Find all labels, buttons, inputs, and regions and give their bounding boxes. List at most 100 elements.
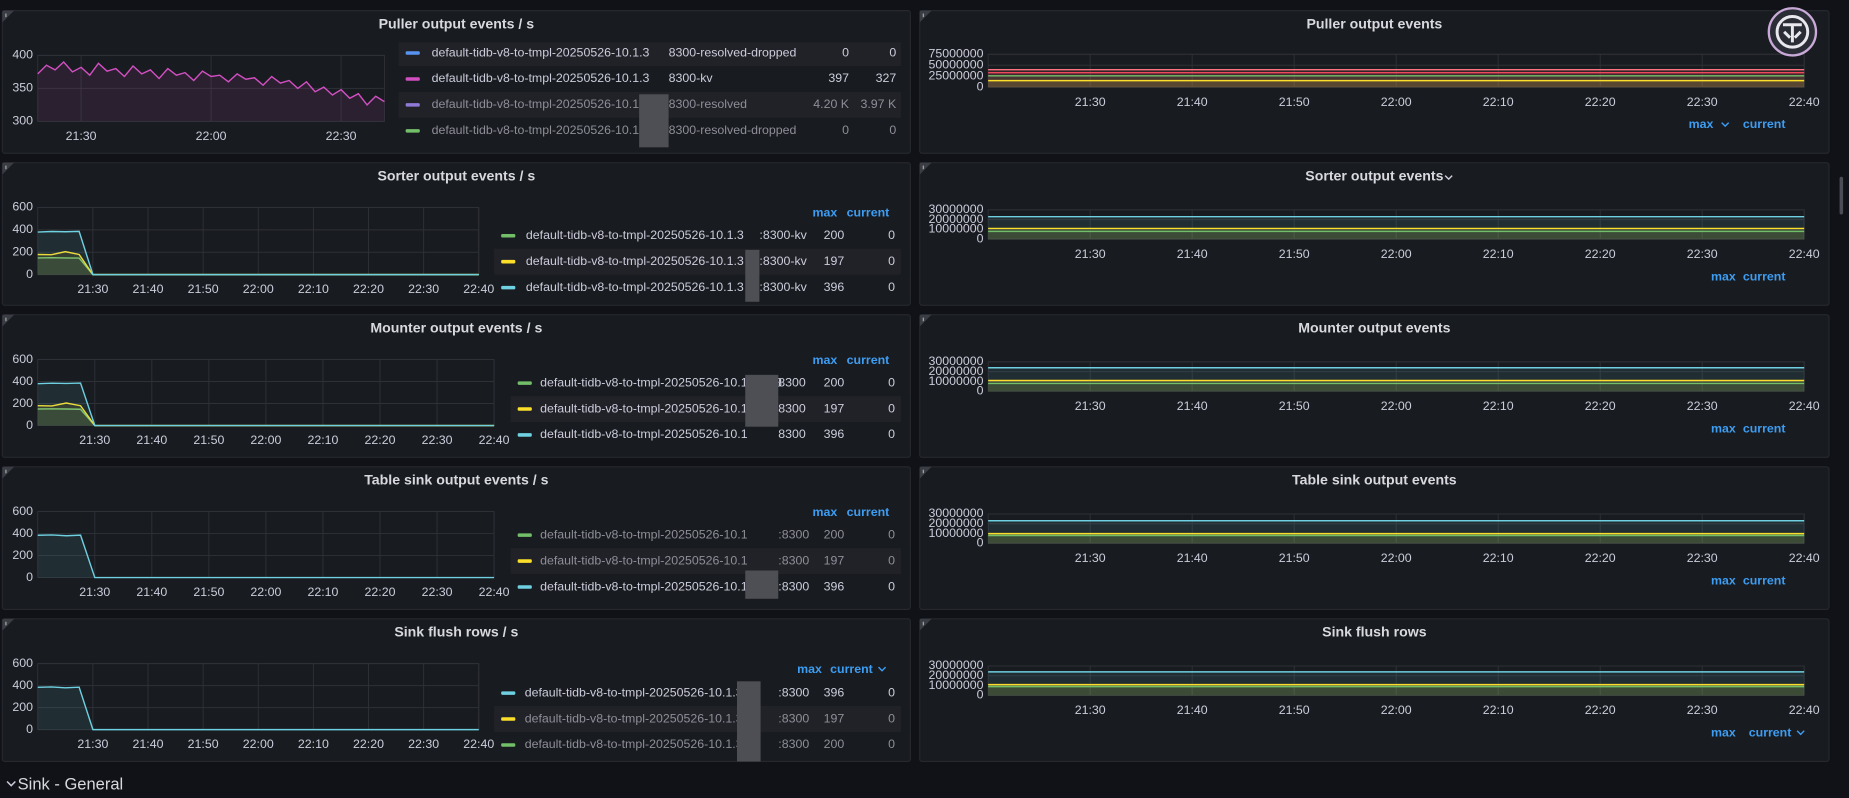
legend-swatch[interactable]	[405, 129, 420, 133]
legend-current: 0	[889, 123, 896, 137]
x-tick-label: 21:50	[1279, 247, 1310, 261]
x-tick-label: 22:30	[1687, 247, 1718, 261]
legend-header-current[interactable]: current	[1743, 269, 1786, 283]
legend-name[interactable]: default-tidb-v8-to-tmpl-20250526-10.1.3	[432, 97, 650, 111]
legend-suffix: :8300	[778, 685, 809, 699]
panel-title[interactable]: Sorter output events / s	[377, 168, 535, 184]
legend-swatch[interactable]	[501, 717, 516, 721]
panel-title[interactable]: Sorter output events	[1305, 168, 1443, 184]
legend-header-max[interactable]: max	[1689, 117, 1714, 131]
legend-suffix: 8300	[778, 375, 806, 389]
chevron[interactable]	[1796, 730, 1805, 736]
legend-header-current[interactable]: current	[1743, 421, 1786, 435]
x-tick-label: 22:10	[1483, 703, 1514, 717]
legend-swatch[interactable]	[517, 559, 532, 563]
panel: Puller output events 75000000500000002500…	[919, 10, 1830, 154]
info-icon[interactable]	[2, 466, 15, 479]
y-tick-label: 50000000	[928, 57, 983, 71]
series-area	[988, 80, 1805, 88]
series-line	[37, 230, 479, 276]
x-tick-label: 21:40	[136, 585, 167, 599]
legend-swatch[interactable]	[405, 77, 420, 81]
x-tick-label: 21:40	[1177, 399, 1208, 413]
legend-header-max[interactable]: max	[797, 662, 822, 676]
panel-title[interactable]: Sink flush rows / s	[394, 624, 518, 640]
legend-suffix: :8300	[778, 553, 809, 567]
legend-swatch[interactable]	[405, 103, 420, 107]
legend-swatch[interactable]	[517, 533, 532, 537]
legend-swatch[interactable]	[501, 259, 516, 264]
y-tick-label: 600	[12, 200, 33, 214]
legend-header-max[interactable]: max	[1711, 573, 1736, 587]
section-chevron[interactable]	[6, 780, 16, 787]
legend-header-current[interactable]: current	[1749, 725, 1792, 739]
legend-name[interactable]: default-tidb-v8-to-tmpl-20250526-10.1.23…	[540, 375, 782, 389]
panel-title[interactable]: Table sink output events	[1292, 472, 1457, 488]
legend-name[interactable]: default-tidb-v8-to-tmpl-20250526-10.1	[540, 401, 748, 415]
chevron[interactable]	[1444, 175, 1453, 181]
panel-title[interactable]: Mounter output events / s	[370, 320, 542, 336]
legend-header-current[interactable]: current	[847, 353, 890, 367]
section-title[interactable]: Sink - General	[18, 775, 123, 793]
x-tick-label: 21:50	[193, 585, 224, 599]
legend-swatch[interactable]	[517, 433, 532, 437]
legend-name[interactable]: default-tidb-v8-to-tmpl-20250526-10.1.3	[432, 71, 650, 85]
legend-swatch[interactable]	[501, 743, 516, 747]
series-area	[988, 69, 1805, 88]
legend-name[interactable]: default-tidb-v8-to-tmpl-20250526-10.1	[540, 553, 748, 567]
panel-title[interactable]: Puller output events	[1306, 15, 1442, 31]
redaction	[745, 249, 760, 302]
legend-name[interactable]: default-tidb-v8-to-tmpl-20250526-10.1.3	[525, 685, 743, 699]
legend-swatch[interactable]	[405, 51, 420, 55]
legend-swatch[interactable]	[501, 691, 516, 695]
legend-name[interactable]: default-tidb-v8-to-tmpl-20250526-10.1	[540, 579, 748, 593]
legend-header-max[interactable]: max	[1711, 725, 1736, 739]
legend-swatch[interactable]	[517, 585, 532, 589]
x-tick-label: 21:40	[133, 737, 164, 751]
legend-name[interactable]: default-tidb-v8-to-tmpl-20250526-10.1.3	[526, 254, 744, 268]
legend-header-max[interactable]: max	[812, 505, 837, 519]
panel-title[interactable]: Table sink output events / s	[364, 472, 548, 488]
y-tick-label: 0	[977, 536, 984, 550]
legend-name[interactable]: default-tidb-v8-to-tmpl-20250526-10.1.3	[526, 280, 744, 294]
legend-name[interactable]: default-tidb-v8-to-tmpl-20250526-10.1.3	[432, 45, 650, 59]
y-tick-label: 20000000	[928, 364, 983, 378]
x-tick-label: 22:20	[365, 433, 396, 447]
legend-header-current[interactable]: current	[847, 206, 890, 220]
legend-name[interactable]: default-tidb-v8-to-tmpl-20250526-10.1.3	[526, 228, 744, 242]
panel-title[interactable]: Sink flush rows	[1322, 624, 1427, 640]
x-tick-label: 21:30	[77, 737, 108, 751]
legend-name[interactable]: default-tidb-v8-to-tmpl-20250526-10.1	[540, 427, 748, 441]
avatar[interactable]	[1767, 7, 1818, 57]
legend-header-current[interactable]: current	[847, 505, 890, 519]
legend-max: 396	[824, 579, 845, 593]
legend-suffix: :8300	[778, 527, 809, 541]
legend-header-current[interactable]: current	[830, 662, 873, 676]
legend-current: 0	[888, 401, 895, 415]
x-tick-label: 22:40	[463, 737, 494, 751]
scrollbar[interactable]	[1839, 176, 1844, 215]
series-area	[37, 257, 479, 275]
legend-swatch[interactable]	[501, 285, 516, 290]
legend-name[interactable]: default-tidb-v8-to-tmpl-20250526-10.1.3	[525, 737, 743, 751]
panel-title[interactable]: Puller output events / s	[379, 15, 535, 31]
legend-swatch[interactable]	[501, 233, 516, 238]
legend-header-max[interactable]: max	[1711, 269, 1736, 283]
legend-name[interactable]: default-tidb-v8-to-tmpl-20250526-10.1	[540, 527, 748, 541]
info-icon[interactable]	[919, 466, 932, 479]
panel-title[interactable]: Mounter output events	[1298, 320, 1450, 336]
legend-header-current[interactable]: current	[1743, 573, 1786, 587]
legend-name[interactable]: default-tidb-v8-to-tmpl-20250526-10.1.3	[525, 711, 743, 725]
chevron[interactable]	[878, 666, 887, 672]
legend-swatch[interactable]	[517, 407, 532, 411]
legend-header-max[interactable]: max	[812, 206, 837, 220]
legend-swatch[interactable]	[517, 381, 532, 385]
legend-header-max[interactable]: max	[1711, 421, 1736, 435]
legend-header-max[interactable]: max	[812, 353, 837, 367]
legend-header-current[interactable]: current	[1743, 117, 1786, 131]
x-tick-label: 22:10	[1483, 95, 1514, 109]
legend-name[interactable]: default-tidb-v8-to-tmpl-20250526-10.1.3	[432, 123, 650, 137]
chevron[interactable]	[1721, 122, 1730, 128]
x-tick-label: 21:40	[1177, 551, 1208, 565]
legend-current: 0	[888, 711, 895, 725]
